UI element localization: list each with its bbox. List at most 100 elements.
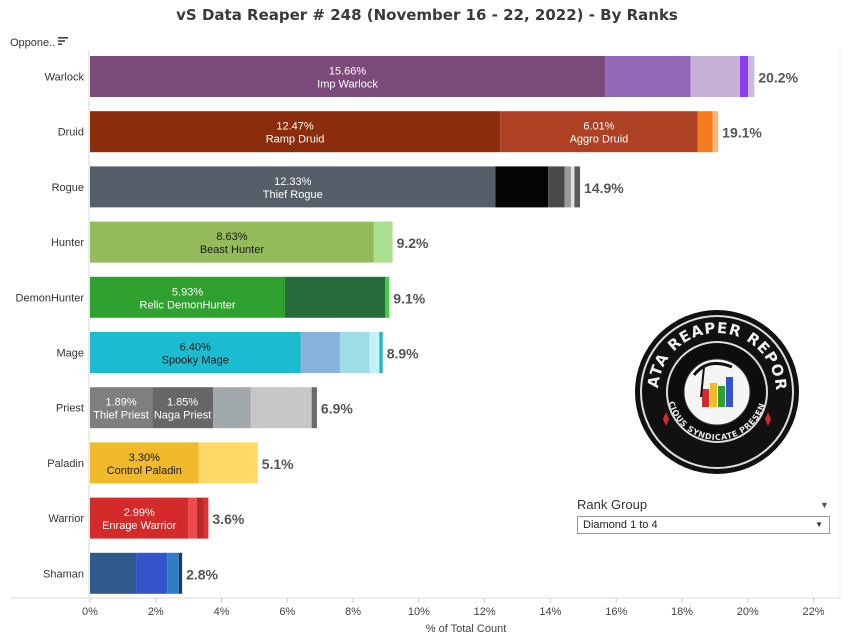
class-label: Paladin: [47, 458, 84, 470]
bar-segment[interactable]: [196, 497, 204, 539]
segment-archetype-label: Spooky Mage: [162, 355, 229, 367]
bar-segment[interactable]: [90, 387, 153, 429]
bar-segment[interactable]: [697, 111, 713, 153]
bar-segment[interactable]: [385, 276, 390, 318]
bar-total-label: 14.9%: [584, 180, 624, 196]
class-label: Hunter: [51, 237, 84, 249]
class-label: DemonHunter: [16, 292, 85, 304]
bar-segment[interactable]: [90, 552, 137, 594]
segment-percent-label: 5.93%: [172, 286, 203, 298]
segment-archetype-label: Ramp Druid: [266, 134, 325, 146]
rank-group-dropdown[interactable]: Diamond 1 to 4 ▼: [577, 516, 830, 534]
bar-segment[interactable]: [605, 56, 691, 97]
class-label: Shaman: [43, 568, 84, 580]
class-label: Warlock: [45, 72, 85, 84]
bar-segment[interactable]: [90, 111, 501, 153]
bar-total-label: 3.6%: [212, 511, 244, 527]
segment-percent-label: 1.85%: [167, 397, 198, 409]
segment-archetype-label: Enrage Warrior: [102, 520, 177, 532]
bar-total-label: 5.1%: [262, 456, 294, 472]
x-tick-label: 22%: [803, 606, 825, 618]
bar-segment[interactable]: [373, 221, 393, 263]
segment-percent-label: 12.33%: [274, 176, 312, 188]
filter-menu-caret-icon[interactable]: ▼: [820, 500, 829, 510]
segment-percent-label: 8.63%: [216, 231, 247, 243]
segment-percent-label: 6.01%: [583, 121, 614, 133]
bar-segment[interactable]: [90, 276, 286, 318]
bar-segment[interactable]: [203, 497, 209, 539]
rank-group-filter-title: Rank Group: [577, 497, 648, 512]
bar-total-label: 19.1%: [722, 125, 762, 141]
bar-segment[interactable]: [178, 552, 183, 594]
bar-segment[interactable]: [564, 166, 572, 208]
bar-segment[interactable]: [339, 332, 370, 373]
segment-archetype-label: Thief Rogue: [263, 189, 323, 201]
bar-segment[interactable]: [500, 111, 698, 153]
segment-archetype-label: Naga Priest: [154, 410, 211, 422]
x-tick-label: 2%: [148, 606, 164, 618]
bar-segment[interactable]: [712, 111, 719, 153]
x-tick-label: 6%: [279, 606, 295, 618]
segment-archetype-label: Relic DemonHunter: [140, 299, 236, 311]
bar-segment[interactable]: [90, 221, 374, 263]
bar-segment[interactable]: [369, 332, 380, 373]
class-label: Priest: [56, 403, 84, 415]
bar-segment[interactable]: [300, 332, 340, 373]
bar-total-label: 6.9%: [321, 401, 353, 417]
rank-group-selected-value: Diamond 1 to 4: [583, 519, 658, 531]
bar-segment[interactable]: [495, 166, 549, 208]
bar-total-label: 8.9%: [387, 346, 419, 362]
bar-segment[interactable]: [90, 332, 301, 373]
bar-segment[interactable]: [136, 552, 168, 594]
bar-segment[interactable]: [90, 442, 199, 484]
sort-icon[interactable]: [57, 35, 69, 47]
segment-percent-label: 2.99%: [124, 507, 155, 519]
segment-percent-label: 3.30%: [129, 452, 160, 464]
segment-percent-label: 15.66%: [329, 66, 367, 78]
bar-segment[interactable]: [250, 387, 312, 429]
bar-total-label: 9.2%: [397, 235, 429, 251]
bar-segment[interactable]: [739, 56, 749, 97]
x-tick-label: 20%: [737, 606, 759, 618]
bar-segment[interactable]: [748, 56, 755, 97]
segment-archetype-label: Aggro Druid: [570, 134, 629, 146]
sort-field-label[interactable]: Oppone..: [10, 37, 56, 49]
bar-segment[interactable]: [90, 497, 189, 539]
bar-segment[interactable]: [213, 387, 251, 429]
bar-segment[interactable]: [285, 276, 386, 318]
bar-segment[interactable]: [690, 56, 740, 97]
bar-segment[interactable]: [167, 552, 179, 594]
segment-archetype-label: Thief Priest: [93, 410, 149, 422]
x-tick-label: 16%: [605, 606, 627, 618]
bar-segment[interactable]: [311, 387, 317, 429]
bar-total-label: 9.1%: [393, 290, 425, 306]
bar-segment[interactable]: [574, 166, 581, 208]
bar-segment[interactable]: [548, 166, 565, 208]
bar-total-label: 2.8%: [186, 566, 218, 582]
x-tick-label: 14%: [539, 606, 561, 618]
segment-archetype-label: Control Paladin: [107, 465, 182, 477]
bar-segment[interactable]: [571, 166, 575, 208]
dropdown-caret-icon: ▼: [815, 520, 823, 529]
x-axis-title: % of Total Count: [426, 623, 507, 635]
data-reaper-report-logo: DATA REAPER REPORT VICIOUS SYNDICATE PRE…: [634, 309, 799, 474]
class-label: Druid: [58, 127, 84, 139]
class-label: Warrior: [48, 513, 84, 525]
bar-segment[interactable]: [90, 166, 496, 208]
bar-segment[interactable]: [188, 497, 197, 539]
bar-segment[interactable]: [198, 442, 258, 484]
x-tick-label: 18%: [671, 606, 693, 618]
segment-percent-label: 12.47%: [276, 121, 314, 133]
class-label: Mage: [56, 348, 84, 360]
bar-segment[interactable]: [379, 332, 383, 373]
class-label: Rogue: [52, 182, 84, 194]
bar-segment[interactable]: [90, 56, 606, 97]
segment-archetype-label: Beast Hunter: [200, 244, 265, 256]
bar-segment[interactable]: [152, 387, 214, 429]
x-tick-label: 4%: [214, 606, 230, 618]
chart-title: vS Data Reaper # 248 (November 16 - 22, …: [176, 6, 678, 24]
x-tick-label: 0%: [82, 606, 98, 618]
segment-archetype-label: Imp Warlock: [317, 79, 378, 91]
x-tick-label: 8%: [345, 606, 361, 618]
